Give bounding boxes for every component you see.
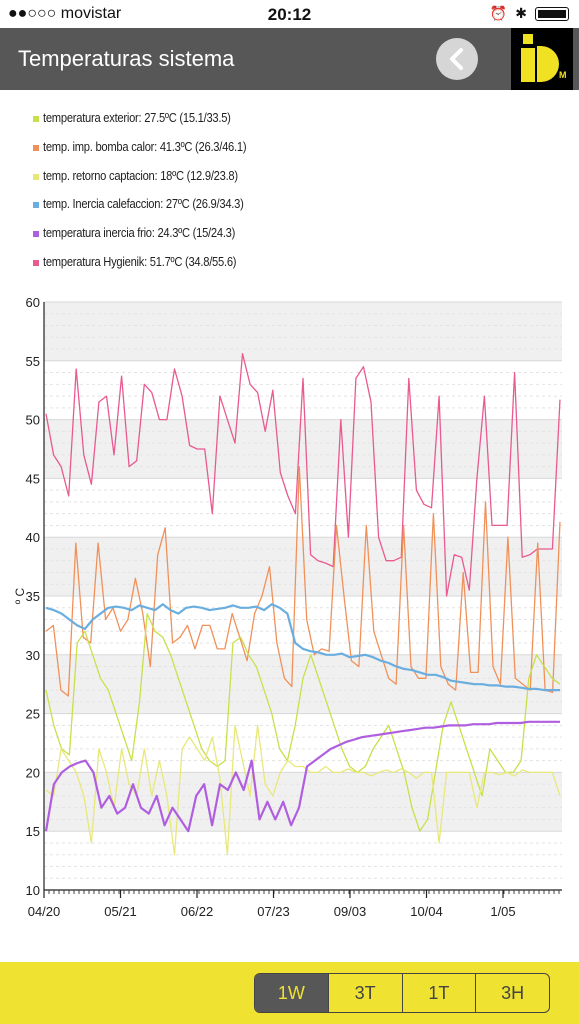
legend-swatch xyxy=(33,259,39,266)
legend-label: temp. retorno captacion: 18ºC (12.9/23.8… xyxy=(43,167,238,183)
y-axis-label: º C xyxy=(13,587,27,604)
chevron-left-icon xyxy=(450,48,463,70)
legend-swatch xyxy=(33,202,39,209)
legend-swatch xyxy=(33,173,39,180)
carrier-signal: ●●○○○ movistar xyxy=(8,5,122,22)
status-bar: ●●○○○ movistar 20:12 ⏰ ✱ xyxy=(0,0,579,28)
x-tick-label: 10/04 xyxy=(410,904,443,919)
plot-band xyxy=(44,419,562,479)
y-tick-label: 20 xyxy=(26,765,40,780)
battery-icon xyxy=(535,6,569,21)
legend-swatch xyxy=(33,116,39,122)
range-button-1w[interactable]: 1W xyxy=(255,974,328,1012)
legend-label: temperatura Hygienik: 51.7ºC (34.8/55.6) xyxy=(43,253,237,269)
y-tick-label: 60 xyxy=(26,295,40,310)
status-icons: ⏰ ✱ xyxy=(490,5,569,22)
series-line-1 xyxy=(45,465,561,697)
legend-label: temperatura inercia frio: 24.3ºC (15/24.… xyxy=(43,225,236,241)
x-tick-label: 04/20 xyxy=(28,904,61,919)
range-button-3t[interactable]: 3T xyxy=(327,974,402,1012)
legend-swatch xyxy=(33,144,39,151)
series-line-4 xyxy=(45,603,560,692)
y-tick-label: 15 xyxy=(26,824,40,839)
series-line-0 xyxy=(45,353,561,597)
app-header: Temperaturas sistema xyxy=(0,28,579,90)
range-button-3h[interactable]: 3H xyxy=(475,974,549,1012)
y-tick-label: 35 xyxy=(26,589,40,604)
range-button-1t[interactable]: 1T xyxy=(401,974,476,1012)
y-tick-label: 10 xyxy=(26,883,40,898)
series-line-2 xyxy=(45,612,561,832)
legend-label: temp. Inercia calefaccion: 27ºC (26.9/34… xyxy=(43,196,244,212)
x-tick-label: 05/21 xyxy=(104,904,137,919)
brand-logo: M xyxy=(511,28,573,90)
x-tick-label: 06/22 xyxy=(181,904,214,919)
plot-band xyxy=(44,302,562,361)
range-selector: 1W 3T 1T 3H xyxy=(254,973,550,1013)
y-tick-label: 30 xyxy=(26,648,40,663)
legend-swatch xyxy=(33,231,39,238)
x-tick-label: 09/03 xyxy=(334,904,367,919)
clock: 20:12 xyxy=(267,5,312,24)
y-tick-label: 50 xyxy=(26,413,40,428)
series-line-5 xyxy=(44,720,560,833)
y-tick-label: 45 xyxy=(26,471,40,486)
legend-label: temp. imp. bomba calor: 41.3ºC (26.3/46.… xyxy=(43,138,247,154)
bottom-bar: 1W 3T 1T 3H xyxy=(0,962,579,1024)
y-tick-label: 55 xyxy=(26,354,40,369)
bluetooth-icon: ✱ xyxy=(515,5,527,21)
page-title: Temperaturas sistema xyxy=(18,46,235,71)
x-tick-label: 07/23 xyxy=(257,904,290,919)
back-button[interactable] xyxy=(436,38,478,80)
temperature-chart: 10 15 20 25 30 35 40 45 50 55 60 º C 04/20 05/21 06/22… xyxy=(13,295,562,919)
y-tick-label: 40 xyxy=(26,530,40,545)
legend-label: temperatura exterior: 27.5ºC (15.1/33.5) xyxy=(43,110,231,125)
alarm-icon: ⏰ xyxy=(489,5,508,21)
x-tick-label: 1/05 xyxy=(490,904,515,919)
y-tick-label: 25 xyxy=(26,707,40,722)
